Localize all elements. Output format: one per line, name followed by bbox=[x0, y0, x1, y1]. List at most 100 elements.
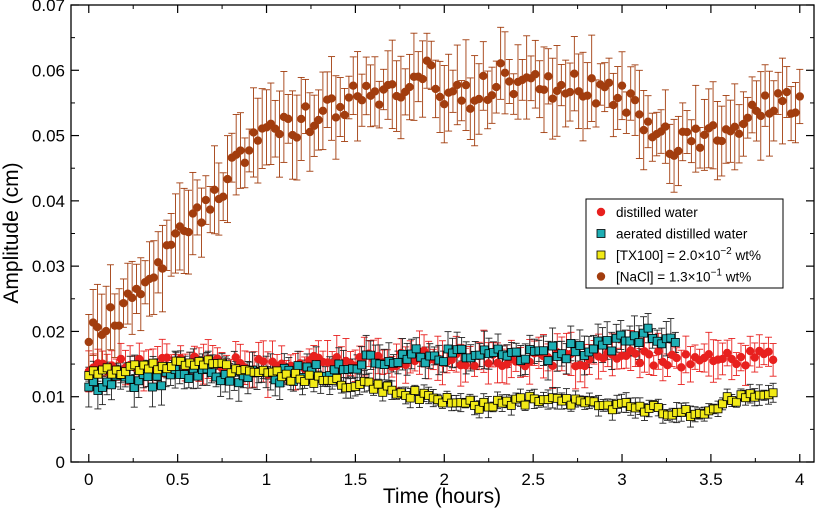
series-1 bbox=[84, 323, 680, 395]
data-point bbox=[520, 400, 530, 410]
x-tick-label: 2 bbox=[440, 470, 449, 489]
data-point bbox=[580, 361, 590, 371]
data-point bbox=[300, 377, 310, 386]
data-point bbox=[439, 357, 448, 367]
data-point bbox=[148, 358, 158, 368]
data-point bbox=[259, 357, 268, 366]
data-point bbox=[216, 376, 226, 386]
data-point bbox=[416, 352, 426, 362]
x-axis-ticks: 0 0.5 1 1.5 2 2.5 3 3.5 4 bbox=[84, 5, 805, 489]
data-point bbox=[184, 227, 193, 237]
data-point bbox=[364, 377, 374, 387]
data-point bbox=[570, 347, 580, 357]
x-tick-label: 1 bbox=[262, 470, 271, 489]
data-point bbox=[474, 94, 484, 104]
data-point bbox=[357, 96, 367, 105]
data-point bbox=[479, 71, 488, 81]
data-point bbox=[201, 195, 211, 205]
data-point bbox=[635, 358, 645, 368]
x-tick-label: 3 bbox=[617, 470, 626, 489]
data-point bbox=[557, 349, 567, 359]
data-point bbox=[768, 355, 778, 365]
x-axis-label: Time (hours) bbox=[383, 485, 501, 508]
data-point bbox=[732, 359, 741, 369]
data-point bbox=[153, 258, 163, 267]
data-point bbox=[626, 89, 635, 98]
data-point bbox=[98, 383, 107, 392]
data-point bbox=[166, 240, 176, 250]
data-point bbox=[157, 381, 166, 391]
data-point bbox=[461, 360, 470, 370]
data-point bbox=[349, 81, 358, 90]
data-point bbox=[275, 129, 284, 139]
y-tick-label: 0.07 bbox=[32, 0, 65, 15]
y-tick-label: 0.03 bbox=[32, 257, 65, 276]
data-point bbox=[373, 379, 383, 389]
data-point bbox=[649, 361, 658, 370]
data-point bbox=[420, 358, 430, 368]
x-tick-label: 0.5 bbox=[166, 470, 190, 489]
data-point bbox=[750, 353, 759, 362]
data-point bbox=[357, 360, 367, 370]
data-point bbox=[405, 82, 414, 92]
data-point bbox=[681, 405, 691, 415]
data-point bbox=[704, 349, 714, 359]
data-point bbox=[613, 93, 622, 103]
y-tick-label: 0.01 bbox=[32, 388, 65, 407]
data-point bbox=[598, 340, 608, 350]
data-point bbox=[493, 344, 503, 354]
data-point bbox=[344, 93, 354, 102]
data-point bbox=[734, 129, 744, 138]
data-point bbox=[310, 121, 319, 130]
data-point bbox=[695, 143, 705, 152]
data-point bbox=[607, 405, 617, 415]
y-tick-label: 0.02 bbox=[32, 322, 65, 341]
data-point bbox=[622, 108, 631, 117]
data-point bbox=[484, 359, 493, 368]
data-point bbox=[136, 289, 145, 299]
data-point bbox=[442, 393, 452, 402]
data-point bbox=[106, 303, 115, 312]
data-point bbox=[718, 399, 727, 409]
data-point bbox=[236, 146, 245, 155]
data-point bbox=[334, 359, 344, 369]
data-point bbox=[496, 59, 505, 68]
data-point bbox=[631, 349, 640, 358]
data-point bbox=[435, 92, 445, 102]
data-point bbox=[505, 77, 514, 86]
data-point bbox=[769, 106, 778, 116]
data-point bbox=[457, 96, 466, 105]
data-point bbox=[332, 352, 341, 362]
data-point bbox=[210, 185, 219, 194]
y-axis-ticks: 0 0.01 0.02 0.03 0.04 0.05 0.06 0.07 bbox=[32, 0, 814, 472]
data-point bbox=[431, 84, 440, 94]
data-point bbox=[272, 366, 282, 376]
data-point bbox=[218, 192, 228, 201]
data-point bbox=[393, 358, 403, 367]
y-tick-label: 0.04 bbox=[32, 192, 65, 211]
data-point bbox=[144, 364, 153, 374]
data-point bbox=[598, 354, 608, 363]
data-point bbox=[291, 368, 300, 378]
data-point bbox=[192, 203, 202, 212]
data-point bbox=[544, 72, 553, 81]
legend: distilled water aerated distilled water [T… bbox=[585, 198, 784, 289]
data-point bbox=[670, 337, 680, 347]
data-point bbox=[565, 87, 575, 97]
data-point bbox=[130, 360, 140, 370]
data-point bbox=[149, 273, 159, 282]
data-point bbox=[327, 94, 336, 103]
legend-marker bbox=[596, 250, 606, 260]
data-point bbox=[129, 383, 139, 392]
data-point bbox=[604, 78, 614, 87]
data-point bbox=[686, 360, 695, 369]
data-point bbox=[602, 336, 612, 345]
data-point bbox=[506, 401, 516, 410]
data-point bbox=[184, 374, 194, 383]
data-point bbox=[223, 174, 232, 184]
data-point bbox=[561, 354, 571, 364]
data-point bbox=[199, 360, 208, 370]
data-point bbox=[639, 328, 648, 338]
data-point bbox=[562, 394, 571, 403]
data-point bbox=[736, 352, 746, 362]
